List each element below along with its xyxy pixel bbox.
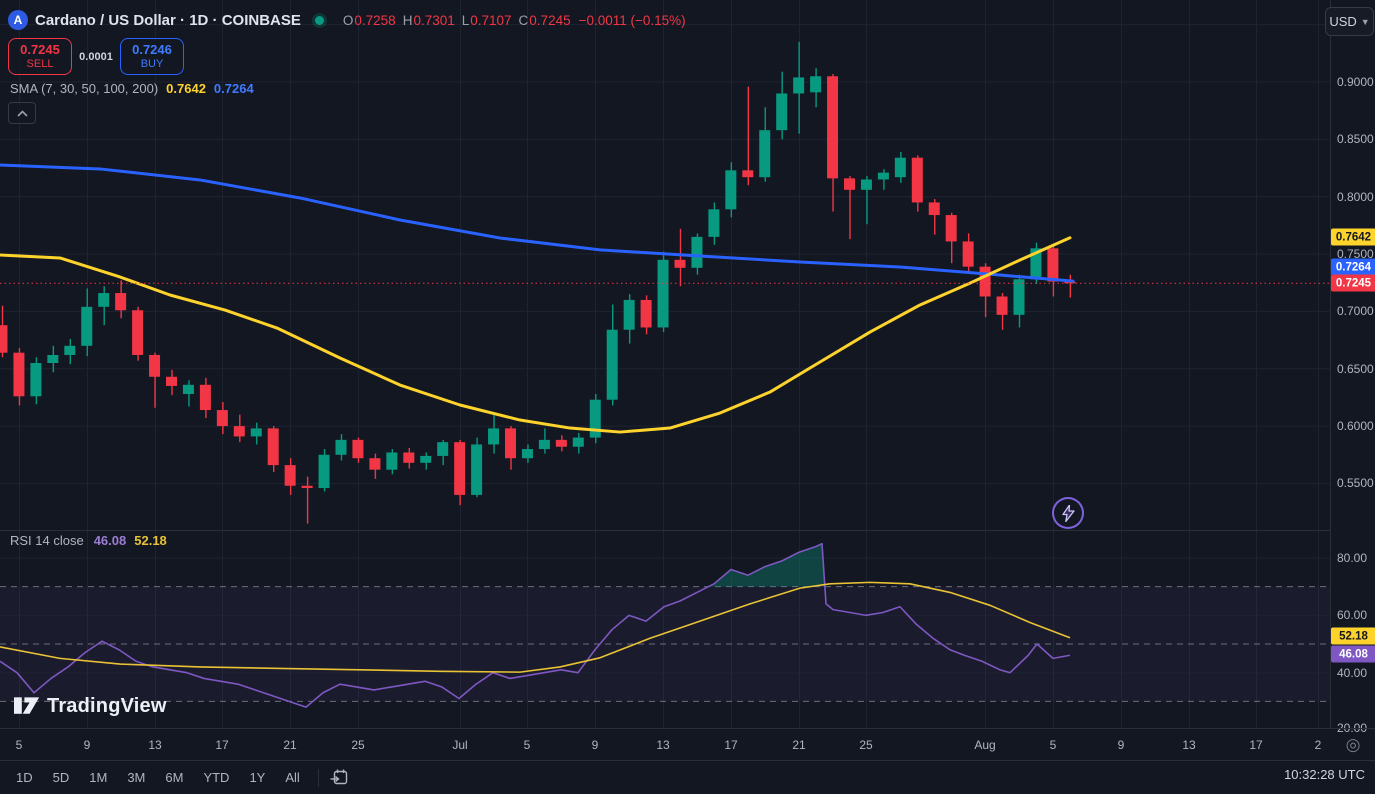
symbol-title: Cardano / US Dollar · 1D · COINBASE — [35, 11, 301, 29]
axis-badge: 52.18 — [1331, 627, 1375, 645]
time-tick: 13 — [148, 738, 162, 752]
ohlc-key: L — [461, 12, 470, 28]
ohlc-value: 0.7107 — [470, 12, 512, 28]
buy-label: BUY — [140, 57, 164, 70]
range-button-5d[interactable]: 5D — [52, 770, 70, 785]
buy-price: 0.7246 — [132, 41, 172, 57]
price-tick: 0.9000 — [1337, 75, 1374, 89]
range-button-all[interactable]: All — [285, 770, 300, 785]
watermark-text: TradingView — [47, 694, 167, 717]
price-tick: 0.8500 — [1337, 132, 1374, 147]
change-value: −0.0011 (−0.15%) — [578, 12, 686, 28]
range-button-1y[interactable]: 1Y — [249, 770, 266, 785]
axis-badge: 0.7642 — [1331, 228, 1375, 246]
sell-label: SELL — [26, 57, 54, 70]
chevron-down-icon: ▼ — [1360, 16, 1370, 27]
chart-canvas[interactable] — [0, 0, 1330, 728]
cardano-logo-icon: A — [8, 10, 28, 30]
lightning-bolt-glyph — [1061, 504, 1075, 522]
time-tick: 13 — [1182, 738, 1196, 752]
sell-button[interactable]: 0.7245 SELL — [8, 38, 72, 75]
ohlc-key: O — [342, 12, 354, 28]
time-tick: Jul — [452, 738, 468, 752]
collapse-legend-button[interactable] — [8, 102, 36, 124]
time-tick: 2 — [1314, 738, 1322, 752]
axis-badge: 46.08 — [1331, 645, 1375, 663]
time-tick: 5 — [1049, 738, 1057, 752]
time-tick: 5 — [523, 738, 531, 752]
bottom-toolbar: 1D 5D 1M 3M 6M YTD 1Y All — [0, 760, 1375, 794]
time-tick: 17 — [1249, 738, 1263, 752]
ohlc-key: H — [402, 12, 413, 28]
range-buttons: 1D 5D 1M 3M 6M YTD 1Y All — [6, 767, 310, 788]
time-tick: 9 — [1117, 738, 1125, 752]
sma-value-fast: 0.7642 — [166, 81, 206, 96]
sma-label: SMA (7, 30, 50, 100, 200) — [10, 81, 159, 96]
time-tick: 17 — [215, 738, 229, 752]
price-tick: 0.5500 — [1337, 476, 1374, 491]
sma-legend[interactable]: SMA (7, 30, 50, 100, 200) 0.7642 0.7264 — [10, 81, 254, 96]
range-button-6m[interactable]: 6M — [165, 770, 184, 785]
currency-value: USD — [1329, 14, 1357, 29]
time-tick: 9 — [83, 738, 91, 752]
time-axis[interactable]: ◎ 5 9 13 17 21 25 Jul 5 9 13 17 21 25 Aug 5 9 13 17 2 — [0, 728, 1375, 761]
time-tick: 21 — [792, 738, 806, 752]
currency-selector[interactable]: USD ▼ — [1325, 7, 1374, 36]
sma-value-slow: 0.7264 — [213, 81, 254, 96]
time-tick: 9 — [591, 738, 599, 752]
toolbar-divider — [317, 768, 319, 787]
chevron-up-icon — [16, 109, 28, 117]
calendar-arrow-icon — [330, 769, 348, 785]
time-tick: 5 — [15, 738, 23, 752]
go-to-date-button[interactable] — [327, 767, 353, 789]
time-tick: 25 — [859, 738, 873, 752]
rsi-label: RSI 14 close — [10, 533, 84, 548]
buy-button[interactable]: 0.7246 BUY — [120, 38, 184, 75]
rsi-tick: 20.00 — [1337, 720, 1368, 735]
rsi-ma-value: 52.18 — [134, 533, 167, 548]
axis-badge: 0.7264 — [1331, 258, 1375, 276]
tradingview-logo-icon — [14, 697, 40, 714]
tradingview-watermark: TradingView — [14, 694, 167, 718]
price-tick: 0.7000 — [1337, 304, 1374, 319]
ohlc-values: O 0.7258 H 0.7301 L 0.7107 C 0.7245 −0.0011 (−0.… — [336, 13, 686, 28]
clock-utc[interactable]: 10:32:28 UTC — [1284, 767, 1365, 782]
sell-price: 0.7245 — [20, 41, 60, 57]
price-tick: 0.8000 — [1337, 189, 1374, 204]
ohlc-value: 0.7301 — [413, 12, 455, 28]
trade-buttons: 0.7245 SELL 0.0001 0.7246 BUY — [8, 38, 184, 75]
time-tick: 21 — [283, 738, 297, 752]
time-tick: 13 — [656, 738, 670, 752]
range-button-ytd[interactable]: YTD — [203, 770, 230, 785]
market-status-dot — [314, 15, 324, 25]
spread-value: 0.0001 — [79, 50, 113, 63]
ohlc-value: 0.7258 — [354, 12, 396, 28]
scroll-to-realtime-icon[interactable]: ◎ — [1345, 735, 1361, 754]
time-tick: 17 — [724, 738, 738, 752]
rsi-tick: 80.00 — [1337, 551, 1368, 565]
price-axis[interactable]: 0.9000 0.8500 0.8000 0.7500 0.7000 0.6500 0.60… — [1330, 0, 1375, 735]
price-tick: 0.6500 — [1337, 361, 1374, 376]
range-button-1m[interactable]: 1M — [89, 770, 108, 785]
time-tick: Aug — [974, 738, 996, 752]
axis-badge: 0.7245 — [1331, 274, 1375, 292]
lightning-icon[interactable] — [1052, 497, 1084, 529]
price-tick: 0.7500 — [1337, 247, 1374, 262]
range-button-1d[interactable]: 1D — [16, 770, 33, 785]
price-tick: 0.6000 — [1337, 419, 1374, 434]
ohlc-key: C — [518, 12, 529, 28]
rsi-tick: 60.00 — [1337, 608, 1368, 623]
rsi-legend[interactable]: RSI 14 close 46.08 52.18 — [10, 533, 167, 548]
rsi-value: 46.08 — [93, 533, 127, 548]
rsi-tick: 40.00 — [1337, 665, 1368, 680]
range-button-3m[interactable]: 3M — [127, 770, 146, 785]
ohlc-value: 0.7245 — [529, 12, 571, 28]
time-tick: 25 — [351, 738, 365, 752]
